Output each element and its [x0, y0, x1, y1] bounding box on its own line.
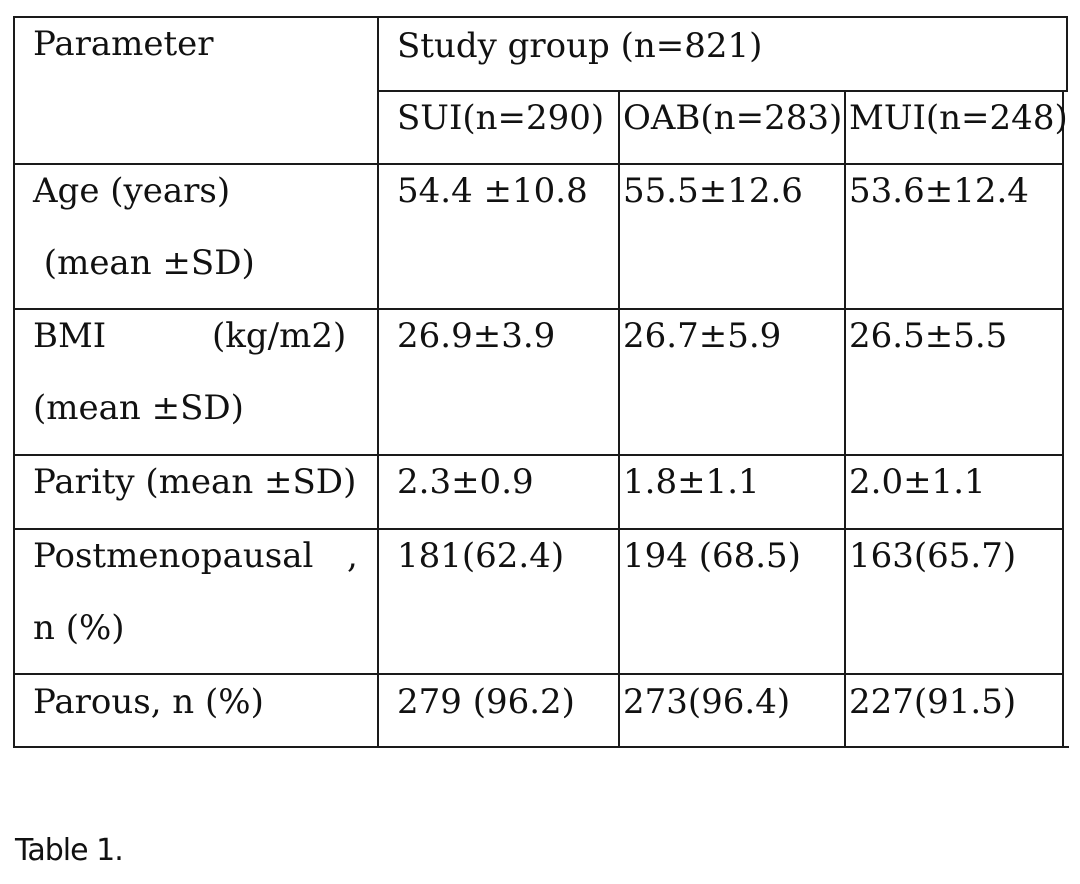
row-label-parous: Parous, n (%) — [33, 682, 264, 722]
row-label-age-line2: (mean ±SD) — [33, 243, 255, 283]
header-study-group: Study group (n=821) — [397, 26, 763, 66]
row-label-bmi: BMI — [33, 316, 107, 356]
cell-parity-mui: 2.0±1.1 — [849, 462, 986, 502]
cell-parity-sui: 2.3±0.9 — [397, 462, 534, 502]
cell-parous-mui: 227(91.5) — [849, 682, 1017, 722]
column-divider-2 — [618, 91, 620, 748]
cell-age-sui: 54.4 ±10.8 — [397, 171, 588, 211]
row-divider-age — [13, 308, 1064, 310]
cell-age-mui: 53.6±12.4 — [849, 171, 1029, 211]
table-border-bottom — [13, 746, 1069, 748]
cell-postmenopausal-oab: 194 (68.5) — [623, 536, 801, 576]
table-border-right — [1066, 16, 1068, 92]
row-label-postmenopausal-line2: n (%) — [33, 608, 125, 648]
row-divider-parity — [13, 528, 1064, 530]
row-divider-study-group — [377, 90, 1068, 92]
cell-age-oab: 55.5±12.6 — [623, 171, 803, 211]
table-border-left — [13, 16, 15, 748]
table-border-top — [13, 16, 1068, 18]
row-label-bmi-unit: (kg/m2) — [212, 316, 347, 356]
table-caption: Table 1. — [15, 833, 124, 868]
cell-parous-oab: 273(96.4) — [623, 682, 791, 722]
column-divider-1 — [377, 16, 379, 748]
row-divider-header — [13, 163, 1064, 165]
cell-parity-oab: 1.8±1.1 — [623, 462, 760, 502]
row-label-postmenopausal-comma: , — [347, 536, 358, 576]
row-divider-postmenopausal — [13, 673, 1064, 675]
cell-bmi-mui: 26.5±5.5 — [849, 316, 1008, 356]
row-label-postmenopausal: Postmenopausal — [33, 536, 314, 576]
cell-bmi-oab: 26.7±5.9 — [623, 316, 782, 356]
header-column-oab: OAB(n=283) — [623, 98, 843, 138]
cell-parous-sui: 279 (96.2) — [397, 682, 575, 722]
cell-postmenopausal-mui: 163(65.7) — [849, 536, 1017, 576]
row-divider-bmi — [13, 454, 1064, 456]
row-label-bmi-line2: (mean ±SD) — [33, 388, 244, 428]
table-border-right-lower — [1062, 91, 1064, 748]
header-column-mui: MUI(n=248) — [849, 98, 1068, 138]
data-table: Parameter Study group (n=821) SUI(n=290)… — [13, 16, 1069, 748]
header-column-sui: SUI(n=290) — [397, 98, 605, 138]
header-parameter: Parameter — [33, 24, 214, 64]
cell-bmi-sui: 26.9±3.9 — [397, 316, 556, 356]
column-divider-3 — [844, 91, 846, 748]
cell-postmenopausal-sui: 181(62.4) — [397, 536, 565, 576]
row-label-parity: Parity (mean ±SD) — [33, 462, 357, 502]
row-label-age-line1: Age (years) — [33, 171, 231, 211]
